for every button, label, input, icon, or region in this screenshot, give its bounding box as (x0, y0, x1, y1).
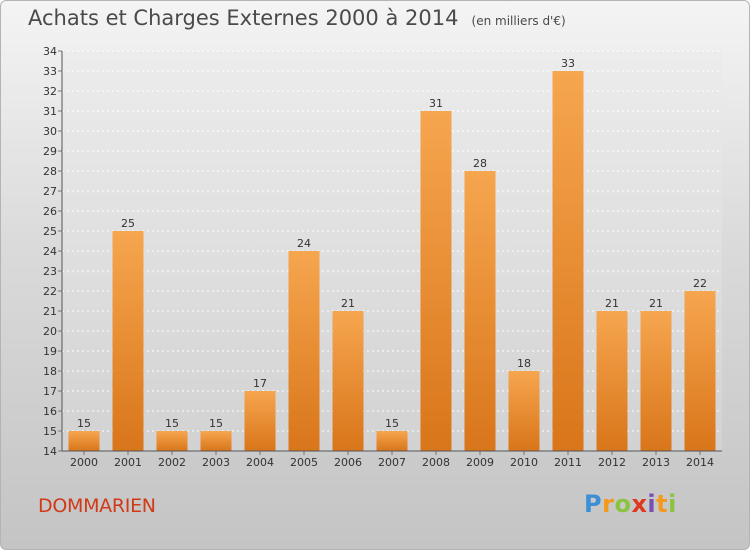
title-unit: (en milliers d'€) (471, 14, 566, 28)
x-tick-label: 2014 (686, 456, 714, 469)
x-tick-label: 2011 (554, 456, 582, 469)
bar-value-label: 21 (605, 297, 619, 310)
bar-value-label: 17 (253, 377, 267, 390)
x-tick-label: 2012 (598, 456, 626, 469)
y-tick-label: 18 (43, 365, 57, 378)
x-tick-label: 2008 (422, 456, 450, 469)
y-tick-label: 33 (43, 65, 57, 78)
bar (156, 431, 188, 451)
y-tick-label: 15 (43, 425, 57, 438)
logo-letter: i (668, 490, 677, 518)
x-tick-label: 2006 (334, 456, 362, 469)
bar-value-label: 21 (649, 297, 663, 310)
x-tick-label: 2009 (466, 456, 494, 469)
bar (376, 431, 408, 451)
proxiti-logo: Proxiti (584, 490, 677, 518)
bar (552, 71, 584, 451)
x-tick-label: 2005 (290, 456, 318, 469)
y-tick-label: 27 (43, 185, 57, 198)
logo-letter: r (602, 490, 615, 518)
bar (244, 391, 276, 451)
bar-value-label: 15 (385, 417, 399, 430)
bar (420, 111, 452, 451)
bar-value-label: 21 (341, 297, 355, 310)
bar-value-label: 22 (693, 277, 707, 290)
logo-letter: P (584, 490, 603, 518)
chart-title: Achats et Charges Externes 2000 à 2014 (… (28, 6, 566, 30)
commune-name: DOMMARIEN (38, 495, 156, 517)
y-tick-label: 28 (43, 165, 57, 178)
logo-letter: x (631, 490, 648, 518)
x-tick-label: 2002 (158, 456, 186, 469)
y-tick-label: 26 (43, 205, 57, 218)
y-tick-label: 16 (43, 405, 57, 418)
bar-value-label: 15 (209, 417, 223, 430)
bar (112, 231, 144, 451)
logo-letter: o (614, 490, 632, 518)
bar (288, 251, 320, 451)
x-tick-label: 2003 (202, 456, 230, 469)
bar-value-label: 33 (561, 57, 575, 70)
bar (68, 431, 100, 451)
bar-value-label: 28 (473, 157, 487, 170)
bar-value-label: 31 (429, 97, 443, 110)
y-tick-label: 20 (43, 325, 57, 338)
y-tick-label: 17 (43, 385, 57, 398)
y-tick-label: 31 (43, 105, 57, 118)
bar (464, 171, 496, 451)
title-text: Achats et Charges Externes 2000 à 2014 (28, 6, 459, 30)
x-tick-label: 2001 (114, 456, 142, 469)
bar-value-label: 15 (77, 417, 91, 430)
y-tick-label: 23 (43, 265, 57, 278)
bar (508, 371, 540, 451)
bar-value-label: 24 (297, 237, 311, 250)
logo-letter: i (647, 490, 657, 518)
bar (200, 431, 232, 451)
y-tick-label: 29 (43, 145, 57, 158)
bar (640, 311, 672, 451)
bar (684, 291, 716, 451)
x-tick-label: 2010 (510, 456, 538, 469)
bar (596, 311, 628, 451)
x-tick-label: 2000 (70, 456, 98, 469)
y-tick-label: 25 (43, 225, 57, 238)
x-tick-label: 2013 (642, 456, 670, 469)
y-tick-label: 22 (43, 285, 57, 298)
y-tick-label: 19 (43, 345, 57, 358)
y-tick-label: 32 (43, 85, 57, 98)
bar-value-label: 25 (121, 217, 135, 230)
bar (332, 311, 364, 451)
y-tick-label: 24 (43, 245, 57, 258)
y-tick-label: 21 (43, 305, 57, 318)
y-tick-label: 34 (43, 45, 57, 58)
logo-letter: t (656, 490, 669, 518)
bar-value-label: 18 (517, 357, 531, 370)
x-tick-label: 2004 (246, 456, 274, 469)
y-tick-label: 30 (43, 125, 57, 138)
y-tick-label: 14 (43, 445, 57, 458)
x-tick-label: 2007 (378, 456, 406, 469)
bar-value-label: 15 (165, 417, 179, 430)
